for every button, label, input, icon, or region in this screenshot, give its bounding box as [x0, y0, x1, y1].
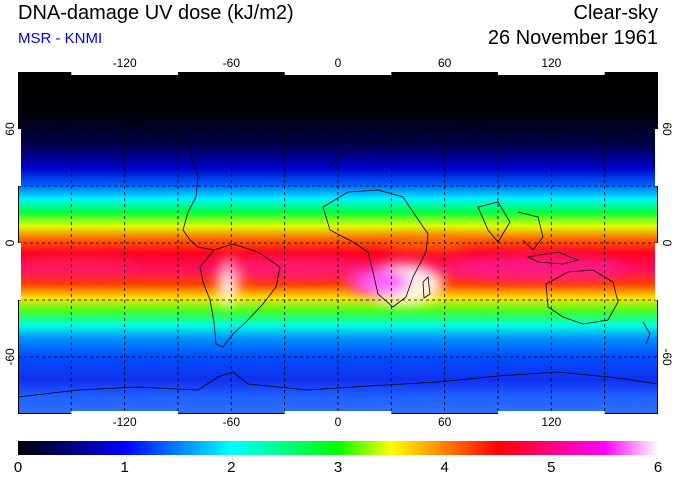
colorbar-tick-label: 6 — [653, 459, 663, 476]
coastline-south-america — [199, 243, 281, 348]
lon-tick-label-bottom: 0 — [335, 415, 342, 429]
coastlines — [18, 83, 658, 398]
lon-tick-label-top: -60 — [223, 56, 241, 70]
coastline-greenland — [207, 83, 269, 121]
coastline-india — [477, 201, 511, 243]
lon-tick-label-top: 0 — [335, 56, 342, 70]
lat-tick-label-left: -60 — [3, 348, 17, 366]
coastline-madagascar — [422, 276, 431, 299]
colorbar-tick-label: 0 — [13, 459, 23, 476]
coastline-new-zealand — [642, 321, 651, 345]
lon-tick-label-bottom: 120 — [541, 415, 561, 429]
sky-condition: Clear-sky — [573, 2, 658, 24]
colorbar — [18, 441, 658, 455]
lat-tick-label-right: 60 — [660, 122, 674, 136]
map-frame — [18, 72, 658, 414]
coastline-antarctica — [18, 371, 658, 398]
lat-tick-label-left: 0 — [3, 239, 17, 246]
lon-tick-label-top: 60 — [438, 56, 452, 70]
colorbar-tick-label: 5 — [547, 459, 556, 476]
lon-tick-label-top: 120 — [541, 56, 561, 70]
colorbar-tick-label: 4 — [440, 459, 449, 476]
map-title: DNA-damage UV dose (kJ/m2) — [18, 2, 294, 24]
lon-tick-label-top: -120 — [113, 56, 137, 70]
uv-field-highlights — [18, 236, 628, 306]
lon-tick-label-bottom: 60 — [438, 415, 452, 429]
frame-scale-bars — [18, 72, 658, 414]
colorbar-fill — [18, 441, 658, 455]
map-source: MSR - KNMI — [18, 30, 103, 47]
colorbar-tick-label: 2 — [227, 459, 236, 476]
lat-tick-label-right: 0 — [660, 240, 674, 247]
colorbar-tick-label: 1 — [120, 459, 129, 476]
coastline-north-america — [57, 116, 215, 251]
map-axis-labels: -120 -120 -60 -60 0 0 60 60 120 120 60 60 0 0 -60 -60 — [3, 56, 674, 429]
graticule — [18, 72, 658, 414]
uv-dose-map — [18, 72, 658, 414]
colorbar-tick-label: 3 — [333, 459, 343, 476]
lon-tick-label-bottom: -120 — [113, 415, 137, 429]
lat-tick-label-left: 60 — [3, 122, 17, 136]
coastline-australia — [545, 269, 619, 325]
lon-tick-label-bottom: -60 — [223, 415, 241, 429]
map-date: 26 November 1961 — [487, 27, 658, 49]
coastline-indonesia — [526, 251, 580, 265]
coastline-europe-asia — [327, 126, 658, 168]
coastline-africa — [322, 189, 429, 308]
coastline-southeast-asia — [517, 211, 544, 251]
lat-tick-label-right: -60 — [660, 348, 674, 366]
